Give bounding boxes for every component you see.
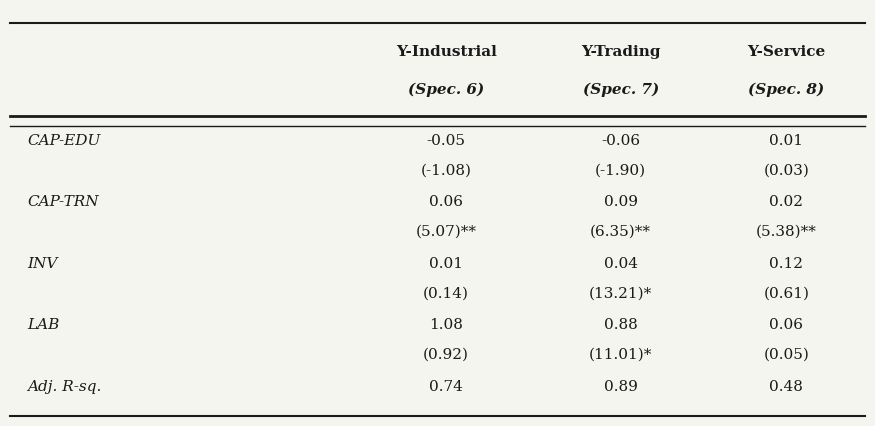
- Text: CAP-TRN: CAP-TRN: [27, 196, 99, 210]
- Text: 0.02: 0.02: [769, 196, 803, 210]
- Text: Y-Trading: Y-Trading: [581, 45, 661, 59]
- Text: (-1.90): (-1.90): [595, 164, 647, 178]
- Text: 0.06: 0.06: [430, 196, 463, 210]
- Text: 0.01: 0.01: [430, 257, 463, 271]
- Text: (13.21)*: (13.21)*: [589, 286, 652, 300]
- Text: 0.88: 0.88: [604, 318, 638, 332]
- Text: 0.06: 0.06: [769, 318, 803, 332]
- Text: (0.05): (0.05): [764, 348, 809, 362]
- Text: -0.05: -0.05: [427, 134, 466, 148]
- Text: (6.35)**: (6.35)**: [590, 225, 651, 239]
- Text: 0.89: 0.89: [604, 380, 638, 394]
- Text: (0.92): (0.92): [424, 348, 469, 362]
- Text: INV: INV: [27, 257, 58, 271]
- Text: (5.38)**: (5.38)**: [756, 225, 817, 239]
- Text: (-1.08): (-1.08): [421, 164, 472, 178]
- Text: (11.01)*: (11.01)*: [589, 348, 653, 362]
- Text: (0.61): (0.61): [763, 286, 809, 300]
- Text: (Spec. 6): (Spec. 6): [408, 83, 485, 98]
- Text: CAP-EDU: CAP-EDU: [27, 134, 101, 148]
- Text: 0.01: 0.01: [769, 134, 803, 148]
- Text: Y-Service: Y-Service: [747, 45, 825, 59]
- Text: 0.12: 0.12: [769, 257, 803, 271]
- Text: 0.04: 0.04: [604, 257, 638, 271]
- Text: (5.07)**: (5.07)**: [416, 225, 477, 239]
- Text: (0.03): (0.03): [764, 164, 809, 178]
- Text: 0.09: 0.09: [604, 196, 638, 210]
- Text: (Spec. 7): (Spec. 7): [583, 83, 659, 98]
- Text: Adj. R-sq.: Adj. R-sq.: [27, 380, 102, 394]
- Text: (Spec. 8): (Spec. 8): [748, 83, 824, 98]
- Text: LAB: LAB: [27, 318, 60, 332]
- Text: Y-Industrial: Y-Industrial: [396, 45, 497, 59]
- Text: 0.74: 0.74: [430, 380, 463, 394]
- Text: (0.14): (0.14): [424, 286, 469, 300]
- Text: -0.06: -0.06: [601, 134, 640, 148]
- Text: 0.48: 0.48: [769, 380, 803, 394]
- Text: 1.08: 1.08: [430, 318, 463, 332]
